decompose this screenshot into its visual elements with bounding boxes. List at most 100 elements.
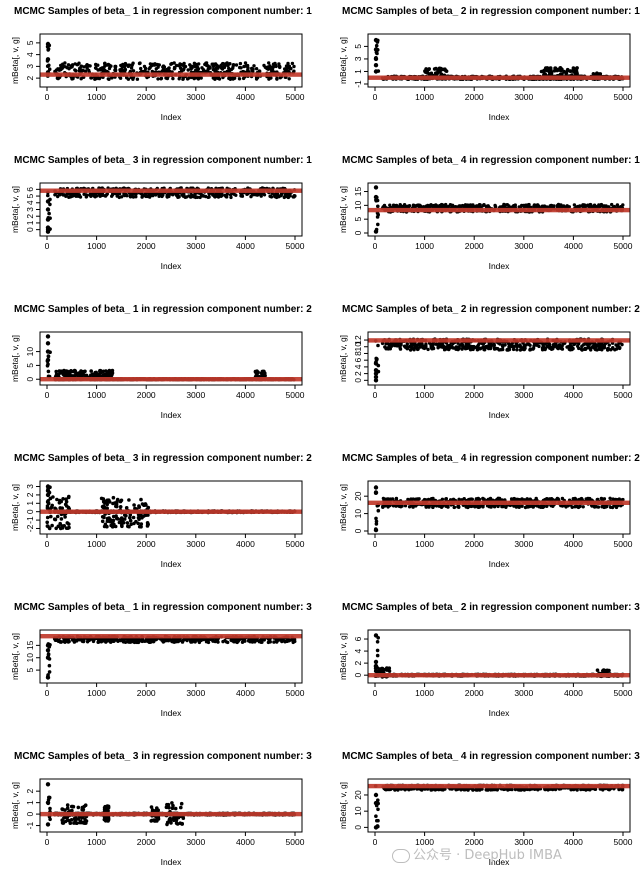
cluster-point <box>103 373 107 377</box>
sample-point <box>96 63 99 66</box>
sample-point <box>218 77 221 80</box>
sample-point <box>187 68 190 71</box>
cluster-point <box>435 71 439 75</box>
true-value-line <box>368 338 630 342</box>
y-tick-label: 0 <box>25 509 35 514</box>
sample-point <box>140 195 143 198</box>
sample-point <box>613 348 616 351</box>
cluster-point <box>106 519 110 523</box>
sample-point <box>138 62 141 65</box>
sample-point <box>611 506 614 509</box>
x-tick-label: 4000 <box>236 241 255 251</box>
burnin-point <box>374 56 378 60</box>
sample-point <box>553 345 556 348</box>
sample-point <box>447 348 450 351</box>
cluster-point <box>56 515 60 519</box>
sample-point <box>214 69 217 72</box>
sample-point <box>288 77 291 80</box>
sample-point <box>227 67 230 70</box>
burnin-point <box>376 40 380 44</box>
trace-points <box>46 334 296 381</box>
sample-point <box>616 344 619 347</box>
sample-point <box>453 506 456 509</box>
cluster-point <box>116 517 120 521</box>
trace-points <box>374 485 625 532</box>
cluster-point <box>103 525 107 529</box>
true-value-line <box>40 189 302 193</box>
sample-point <box>114 65 117 68</box>
sample-point <box>546 497 549 500</box>
mcmc-panel-7: MCMC Samples of beta_ 3 in regression co… <box>0 447 320 596</box>
cluster-point <box>132 516 136 520</box>
sample-point <box>105 193 108 196</box>
sample-point <box>291 62 294 65</box>
x-tick-label: 5000 <box>614 241 633 251</box>
sample-point <box>595 344 598 347</box>
sample-point <box>412 348 415 351</box>
burnin-point <box>375 357 379 361</box>
cluster-point <box>428 72 432 76</box>
y-tick-label: 3 <box>25 484 35 489</box>
burnin-point <box>48 491 52 495</box>
sample-point <box>529 348 532 351</box>
cluster-point <box>107 498 111 502</box>
plot-frame <box>40 481 302 534</box>
sample-point <box>461 204 464 207</box>
cluster-point <box>115 505 119 509</box>
sample-point <box>233 193 236 196</box>
sample-point <box>77 62 80 65</box>
sample-point <box>438 505 441 508</box>
sample-point <box>73 68 76 71</box>
y-tick-label: 3 <box>25 207 35 212</box>
cluster-point <box>437 68 441 72</box>
sample-point <box>71 194 74 197</box>
burnin-point <box>375 228 379 232</box>
cluster-point <box>51 495 55 499</box>
burnin-point <box>46 194 50 198</box>
cluster-point <box>54 518 58 522</box>
y-axis-label: mBeta[, v, g] <box>338 186 348 233</box>
sample-point <box>450 345 453 348</box>
cluster-point <box>441 68 445 72</box>
sample-point <box>223 66 226 69</box>
cluster-point <box>50 524 54 528</box>
sample-point <box>207 195 210 198</box>
x-tick-label: 1000 <box>87 92 106 102</box>
sample-point <box>602 344 605 347</box>
sample-point <box>529 498 532 501</box>
sample-point <box>477 347 480 350</box>
cluster-point <box>54 370 58 374</box>
cluster-point <box>102 370 106 374</box>
mcmc-panel-8: MCMC Samples of beta_ 4 in regression co… <box>320 447 640 596</box>
sample-point <box>588 498 591 501</box>
sample-point <box>155 67 158 70</box>
sample-point <box>167 195 170 198</box>
sample-point <box>536 203 539 206</box>
y-tick-label: 0 <box>353 230 363 235</box>
burnin-point <box>375 44 379 48</box>
sample-point <box>213 77 216 80</box>
cluster-point <box>444 69 448 73</box>
cluster-point <box>260 372 264 376</box>
sample-point <box>487 343 490 346</box>
sample-point <box>468 204 471 207</box>
sample-point <box>59 68 62 71</box>
burnin-point <box>375 196 379 200</box>
sample-point <box>67 67 70 70</box>
sample-point <box>608 343 611 346</box>
x-tick-label: 0 <box>373 390 378 400</box>
sample-point <box>284 194 287 197</box>
cluster-point <box>58 369 62 373</box>
x-tick-label: 3000 <box>514 390 533 400</box>
sample-point <box>246 64 249 67</box>
trace-points <box>374 38 625 81</box>
sample-point <box>231 65 234 68</box>
sample-point <box>132 69 135 72</box>
sample-point <box>148 67 151 70</box>
sample-point <box>130 63 133 66</box>
sample-point <box>435 343 438 346</box>
cluster-point <box>127 498 131 502</box>
cluster-point <box>59 527 63 531</box>
